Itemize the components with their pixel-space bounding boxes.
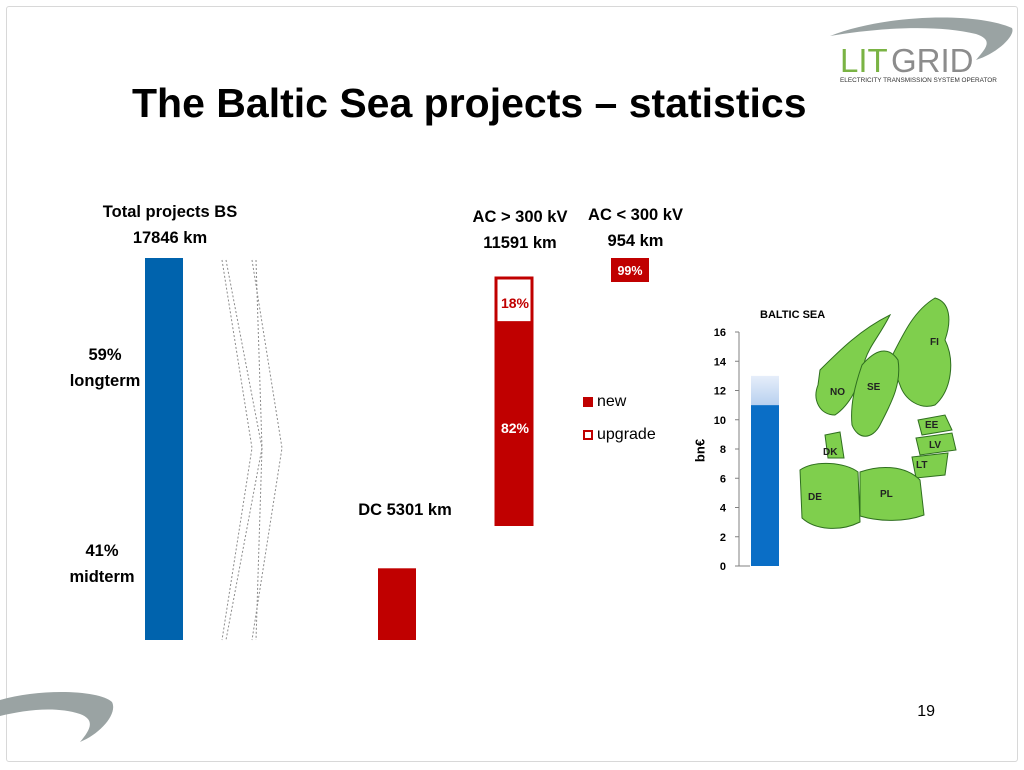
ac-low-label: AC < 300 kV 954 km (568, 202, 703, 254)
ac-high-title: AC > 300 kV (472, 208, 568, 226)
total-projects-label: Total projects BS 17846 km (70, 199, 270, 251)
map-label-lv: LV (929, 440, 941, 451)
baltic-stats-chart (145, 258, 649, 641)
dc-label: DC 5301 km (358, 501, 452, 519)
map-lv (915, 432, 957, 456)
logo-swoosh (830, 17, 1013, 60)
legend-upgrade: upgrade (583, 426, 656, 444)
map-label-lt: LT (916, 460, 927, 471)
cost-bar-lower (751, 405, 779, 566)
cost-tick-label: 10 (714, 415, 726, 427)
map-label-fi: FI (930, 337, 939, 348)
longterm-pct: 59% (88, 346, 122, 364)
bar-total-projects (145, 258, 183, 640)
cost-tick-label: 0 (720, 561, 726, 573)
total-projects-title: Total projects BS (102, 203, 238, 221)
longterm-text: longterm (69, 372, 141, 390)
baltic-map: BALTIC SEA FI NO SE EE LV LT DK DE PL (760, 297, 957, 529)
logo-grid: GRID (891, 42, 974, 79)
bar-dc (378, 568, 416, 640)
cost-tick-label: 16 (714, 327, 726, 339)
ac-low-title: AC < 300 kV (588, 206, 683, 224)
map-se (851, 350, 900, 437)
legend-upgrade-label: upgrade (597, 426, 656, 443)
map-lt (911, 452, 949, 479)
map-dk (824, 431, 845, 459)
map-fi (889, 297, 952, 407)
total-projects-km: 17846 km (132, 229, 208, 247)
litgrid-logo: LIT GRID ELECTRICITY TRANSMISSION SYSTEM… (830, 17, 1013, 84)
cost-tick-label: 6 (720, 473, 726, 485)
map-label-se: SE (867, 382, 881, 393)
map-no (815, 313, 892, 416)
map-label-de: DE (808, 492, 822, 503)
cost-chart: 0 2 4 6 8 10 12 14 16 (714, 327, 750, 573)
ac-high-upgrade-pct: 18% (500, 295, 530, 311)
longterm-label: 59% longterm (55, 342, 155, 394)
legend-new-label: new (597, 393, 627, 410)
map-ee (917, 414, 953, 436)
map-label-pl: PL (880, 489, 893, 500)
ac-high-new-pct: 82% (500, 420, 530, 436)
logo-lit: LIT (840, 42, 888, 79)
bar-ac-low-new (611, 258, 649, 282)
ac-low-new-pct: 99% (617, 264, 643, 278)
map-de (799, 462, 861, 529)
map-title: BALTIC SEA (760, 309, 825, 321)
cost-tick-label: 12 (714, 386, 726, 398)
midterm-text: midterm (69, 568, 135, 586)
map-label-ee: EE (925, 420, 939, 431)
map-pl (859, 467, 925, 521)
ac-low-km: 954 km (607, 232, 664, 250)
legend-upgrade-swatch (583, 430, 593, 440)
logo-tagline: ELECTRICITY TRANSMISSION SYSTEM OPERATOR (840, 77, 997, 84)
midterm-label: 41% midterm (52, 538, 152, 590)
cost-tick-label: 8 (720, 444, 726, 456)
cost-bar-upper (751, 375, 779, 406)
bar-ac-high-new (494, 322, 534, 526)
cost-tick-label: 4 (720, 503, 727, 515)
ac-high-km: 11591 km (483, 234, 557, 252)
cost-bars (751, 375, 779, 566)
legend-new-swatch (583, 397, 593, 407)
funnel-lines (221, 259, 283, 641)
midterm-pct: 41% (85, 542, 119, 560)
cost-tick-label: 2 (720, 532, 726, 544)
legend-new: new (583, 393, 626, 411)
cost-tick-label: 14 (714, 356, 727, 368)
map-label-dk: DK (823, 447, 838, 458)
footer-swoosh (0, 691, 114, 742)
ac-high-label: AC > 300 kV 11591 km (450, 204, 590, 256)
cost-ylabel: bn€ (692, 438, 708, 463)
slide-title: The Baltic Sea projects – statistics (132, 80, 807, 126)
map-label-no: NO (830, 387, 845, 398)
page-number: 19 (917, 703, 935, 720)
